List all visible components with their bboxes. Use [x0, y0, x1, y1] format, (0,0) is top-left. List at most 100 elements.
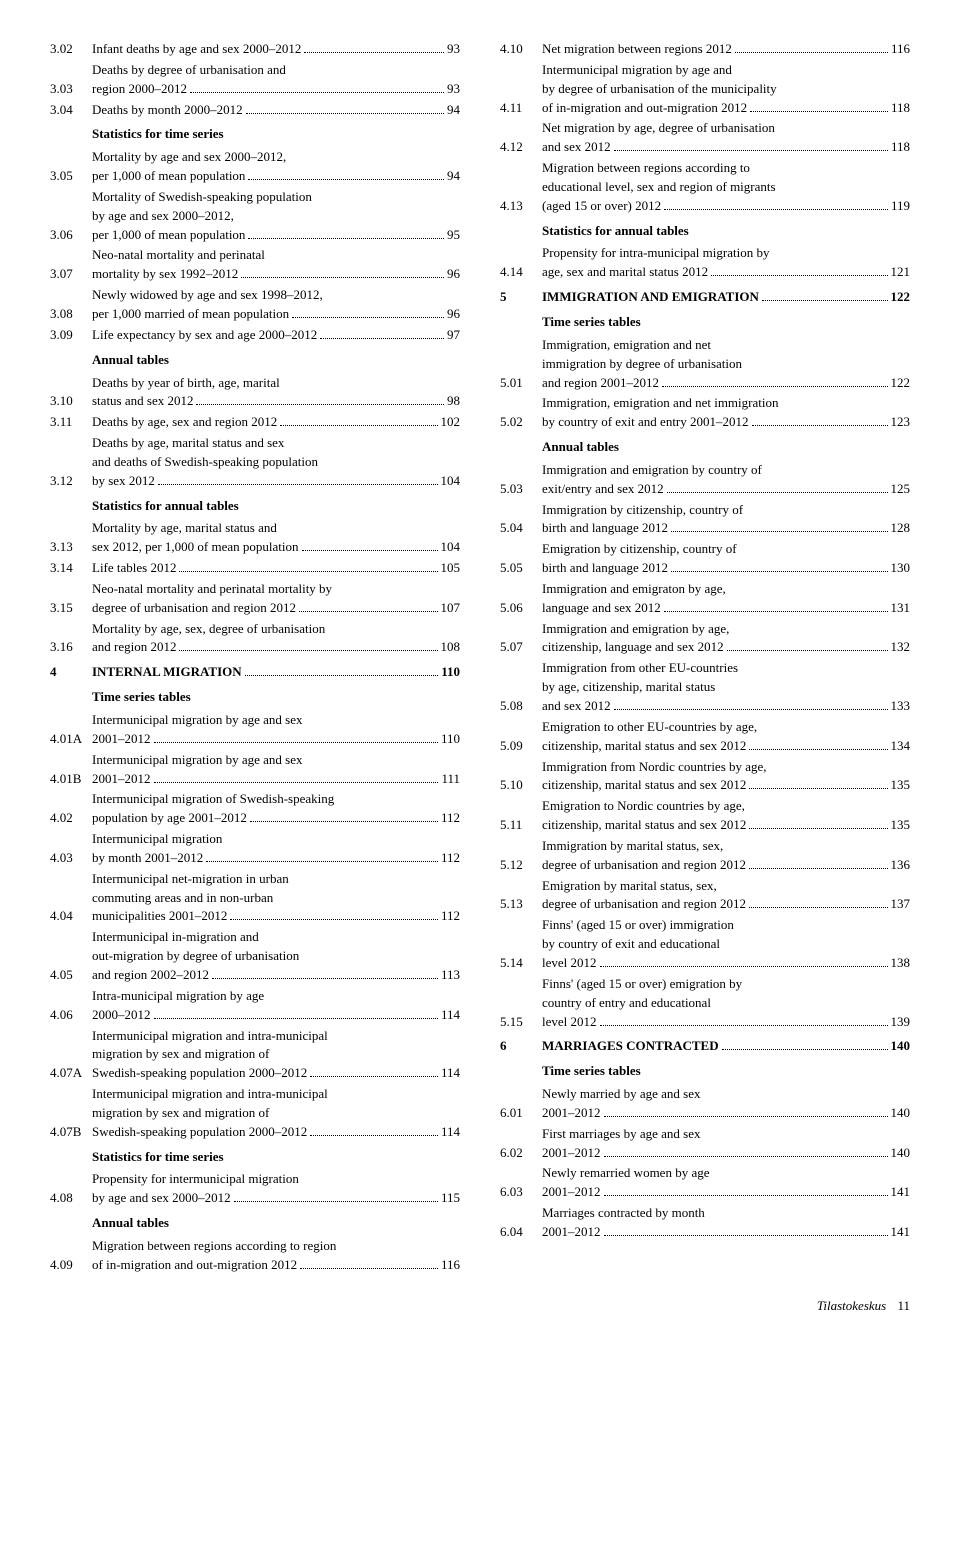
entry-label: Intermunicipal migrationby month 2001–20… — [92, 830, 460, 868]
entry-label: Immigration and emigraton by age,languag… — [542, 580, 910, 618]
entry-text: 2001–2012 — [542, 1183, 601, 1202]
entry-text: 2001–2012 — [542, 1144, 601, 1163]
entry-text: Finns' (aged 15 or over) emigration by — [542, 975, 742, 994]
toc-subheading: Statistics for annual tables — [50, 493, 460, 518]
entry-page: 111 — [441, 770, 460, 789]
entry-number: 3.09 — [50, 326, 92, 345]
entry-page: 137 — [891, 895, 911, 914]
entry-number: 3.04 — [50, 101, 92, 120]
entry-page: 125 — [891, 480, 911, 499]
toc-entry: 5.01Immigration, emigration and netimmig… — [500, 336, 910, 393]
entry-text: Intermunicipal migration — [92, 830, 222, 849]
entry-number: 5.08 — [500, 697, 542, 716]
toc-subheading: Statistics for time series — [50, 1144, 460, 1169]
toc-entry: 4.01AIntermunicipal migration by age and… — [50, 711, 460, 749]
toc-entry: 3.15Neo-natal mortality and perinatal mo… — [50, 580, 460, 618]
entry-label: Intermunicipal migration by age and sex2… — [92, 751, 460, 789]
toc-subheading: Time series tables — [500, 1058, 910, 1083]
page-footer: Tilastokeskus 11 — [50, 1297, 910, 1316]
entry-text: 2000–2012 — [92, 1006, 151, 1025]
entry-label: Deaths by age, sex and region 2012102 — [92, 413, 460, 432]
entry-text: Neo-natal mortality and perinatal mortal… — [92, 580, 332, 599]
toc-entry: 3.05Mortality by age and sex 2000–2012,p… — [50, 148, 460, 186]
entry-label: Mortality of Swedish-speaking population… — [92, 188, 460, 245]
entry-text: Deaths by month 2000–2012 — [92, 101, 243, 120]
entry-label: Life expectancy by sex and age 2000–2012… — [92, 326, 460, 345]
entry-text: Marriages contracted by month — [542, 1204, 705, 1223]
entry-label: Intermunicipal migration by age and sex2… — [92, 711, 460, 749]
entry-label: Immigration from Nordic countries by age… — [542, 758, 910, 796]
entry-number: 3.02 — [50, 40, 92, 59]
toc-entry: 4.03Intermunicipal migrationby month 200… — [50, 830, 460, 868]
entry-page: 140 — [891, 1104, 911, 1123]
entry-text: Intermunicipal migration by age and sex — [92, 711, 302, 730]
toc-entry: 4.10Net migration between regions 201211… — [500, 40, 910, 59]
entry-text: per 1,000 of mean population — [92, 226, 245, 245]
entry-label: Immigration and emigration by age,citize… — [542, 620, 910, 658]
entry-text: Life tables 2012 — [92, 559, 176, 578]
entry-text: Deaths by year of birth, age, marital — [92, 374, 280, 393]
entry-number: 4.07A — [50, 1064, 92, 1083]
entry-text: by country of exit and entry 2001–2012 — [542, 413, 749, 432]
entry-text: immigration by degree of urbanisation — [542, 355, 742, 374]
entry-page: 95 — [447, 226, 460, 245]
entry-page: 96 — [447, 305, 460, 324]
entry-text: Mortality by age, sex, degree of urbanis… — [92, 620, 325, 639]
entry-text: Intermunicipal migration and intra-munic… — [92, 1027, 328, 1046]
entry-text: educational level, sex and region of mig… — [542, 178, 776, 197]
entry-text: Immigration from Nordic countries by age… — [542, 758, 767, 777]
toc-entry: 4.07BIntermunicipal migration and intra-… — [50, 1085, 460, 1142]
entry-text: Deaths by degree of urbanisation and — [92, 61, 286, 80]
toc-subheading: Annual tables — [500, 434, 910, 459]
entry-page: 139 — [891, 1013, 911, 1032]
entry-page: 116 — [441, 1256, 460, 1275]
entry-number: 3.15 — [50, 599, 92, 618]
entry-text: First marriages by age and sex — [542, 1125, 700, 1144]
entry-number: 5.13 — [500, 895, 542, 914]
toc-entry: 3.11Deaths by age, sex and region 201210… — [50, 413, 460, 432]
entry-text: Deaths by age, marital status and sex — [92, 434, 284, 453]
entry-page: 116 — [891, 40, 910, 59]
subheading-text: Time series tables — [542, 313, 910, 332]
toc-entry: 3.10Deaths by year of birth, age, marita… — [50, 374, 460, 412]
entry-text: commuting areas and in non-urban — [92, 889, 273, 908]
entry-number: 4.11 — [500, 99, 542, 118]
toc-entry: 5.07Immigration and emigration by age,ci… — [500, 620, 910, 658]
entry-number: 4.04 — [50, 907, 92, 926]
entry-page: 96 — [447, 265, 460, 284]
entry-page: 94 — [447, 101, 460, 120]
entry-text: language and sex 2012 — [542, 599, 661, 618]
entry-text: Emigration by citizenship, country of — [542, 540, 737, 559]
entry-label: Mortality by age, marital status andsex … — [92, 519, 460, 557]
entry-page: 121 — [891, 263, 911, 282]
toc-entry: 5.05Emigration by citizenship, country o… — [500, 540, 910, 578]
entry-label: Newly widowed by age and sex 1998–2012,p… — [92, 286, 460, 324]
entry-text: Intra-municipal migration by age — [92, 987, 264, 1006]
entry-text: out-migration by degree of urbanisation — [92, 947, 299, 966]
subheading-text: Statistics for time series — [92, 125, 460, 144]
entry-number: 5.06 — [500, 599, 542, 618]
entry-text: of in-migration and out-migration 2012 — [542, 99, 747, 118]
entry-number: 5.15 — [500, 1013, 542, 1032]
toc-subheading: Statistics for annual tables — [500, 218, 910, 243]
toc-entry: 3.03Deaths by degree of urbanisation and… — [50, 61, 460, 99]
entry-text: Intermunicipal migration and intra-munic… — [92, 1085, 328, 1104]
entry-label: Migration between regions according to r… — [92, 1237, 460, 1275]
entry-page: 93 — [447, 80, 460, 99]
entry-label: Immigration, emigration and netimmigrati… — [542, 336, 910, 393]
entry-text: birth and language 2012 — [542, 519, 668, 538]
entry-page: 107 — [441, 599, 461, 618]
entry-text: Life expectancy by sex and age 2000–2012 — [92, 326, 317, 345]
entry-label: Emigration to Nordic countries by age,ci… — [542, 797, 910, 835]
toc-entry: 3.14Life tables 2012105 — [50, 559, 460, 578]
toc-section: 5IMMIGRATION AND EMIGRATION122 — [500, 288, 910, 307]
entry-text: (aged 15 or over) 2012 — [542, 197, 661, 216]
entry-text: degree of urbanisation and region 2012 — [542, 895, 746, 914]
entry-text: by degree of urbanisation of the municip… — [542, 80, 777, 99]
entry-number: 5.10 — [500, 776, 542, 795]
entry-label: Mortality by age, sex, degree of urbanis… — [92, 620, 460, 658]
subheading-text: Statistics for time series — [92, 1148, 460, 1167]
entry-page: 115 — [441, 1189, 460, 1208]
entry-text: citizenship, language and sex 2012 — [542, 638, 724, 657]
toc-entry: 3.12Deaths by age, marital status and se… — [50, 434, 460, 491]
